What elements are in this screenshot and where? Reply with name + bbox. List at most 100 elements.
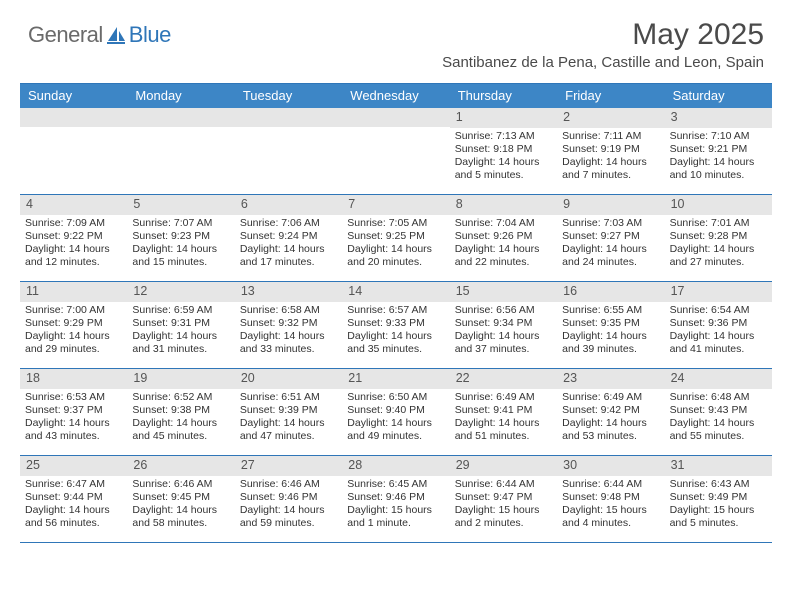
day-number: 25 [20,456,127,476]
day-number: 30 [557,456,664,476]
daylight-text: Daylight: 14 hours and 27 minutes. [670,243,767,269]
daylight-text: Daylight: 15 hours and 1 minute. [347,504,444,530]
day-cell: 29Sunrise: 6:44 AMSunset: 9:47 PMDayligh… [450,456,557,542]
logo-word-2: Blue [129,22,171,48]
week-row: 18Sunrise: 6:53 AMSunset: 9:37 PMDayligh… [20,369,772,456]
sunset-text: Sunset: 9:44 PM [25,491,122,504]
day-cell: 21Sunrise: 6:50 AMSunset: 9:40 PMDayligh… [342,369,449,455]
sunrise-text: Sunrise: 7:09 AM [25,217,122,230]
daylight-text: Daylight: 14 hours and 45 minutes. [132,417,229,443]
sunrise-text: Sunrise: 7:10 AM [670,130,767,143]
day-number [342,108,449,127]
daylight-text: Daylight: 14 hours and 59 minutes. [240,504,337,530]
daylight-text: Daylight: 14 hours and 29 minutes. [25,330,122,356]
daylight-text: Daylight: 14 hours and 5 minutes. [455,156,552,182]
sunset-text: Sunset: 9:22 PM [25,230,122,243]
calendar: Sunday Monday Tuesday Wednesday Thursday… [20,83,772,543]
day-number: 13 [235,282,342,302]
day-cell [127,108,234,194]
daylight-text: Daylight: 14 hours and 7 minutes. [562,156,659,182]
day-info: Sunrise: 6:54 AMSunset: 9:36 PMDaylight:… [665,302,772,361]
sunset-text: Sunset: 9:34 PM [455,317,552,330]
day-cell: 1Sunrise: 7:13 AMSunset: 9:18 PMDaylight… [450,108,557,194]
daylight-text: Daylight: 14 hours and 20 minutes. [347,243,444,269]
sunrise-text: Sunrise: 6:43 AM [670,478,767,491]
sunrise-text: Sunrise: 6:44 AM [562,478,659,491]
sunrise-text: Sunrise: 6:51 AM [240,391,337,404]
day-cell: 30Sunrise: 6:44 AMSunset: 9:48 PMDayligh… [557,456,664,542]
day-cell: 10Sunrise: 7:01 AMSunset: 9:28 PMDayligh… [665,195,772,281]
daylight-text: Daylight: 14 hours and 12 minutes. [25,243,122,269]
day-number: 26 [127,456,234,476]
sunset-text: Sunset: 9:45 PM [132,491,229,504]
sunset-text: Sunset: 9:36 PM [670,317,767,330]
day-number: 17 [665,282,772,302]
day-info: Sunrise: 7:06 AMSunset: 9:24 PMDaylight:… [235,215,342,274]
sunset-text: Sunset: 9:33 PM [347,317,444,330]
daylight-text: Daylight: 14 hours and 49 minutes. [347,417,444,443]
daylight-text: Daylight: 14 hours and 15 minutes. [132,243,229,269]
sunrise-text: Sunrise: 6:55 AM [562,304,659,317]
sunset-text: Sunset: 9:47 PM [455,491,552,504]
day-header: Tuesday [235,84,342,108]
sunrise-text: Sunrise: 6:52 AM [132,391,229,404]
day-cell: 14Sunrise: 6:57 AMSunset: 9:33 PMDayligh… [342,282,449,368]
day-cell: 13Sunrise: 6:58 AMSunset: 9:32 PMDayligh… [235,282,342,368]
day-header: Monday [127,84,234,108]
daylight-text: Daylight: 14 hours and 17 minutes. [240,243,337,269]
day-cell: 24Sunrise: 6:48 AMSunset: 9:43 PMDayligh… [665,369,772,455]
day-number: 1 [450,108,557,128]
day-info: Sunrise: 6:58 AMSunset: 9:32 PMDaylight:… [235,302,342,361]
day-info: Sunrise: 6:59 AMSunset: 9:31 PMDaylight:… [127,302,234,361]
day-cell: 6Sunrise: 7:06 AMSunset: 9:24 PMDaylight… [235,195,342,281]
day-info: Sunrise: 7:10 AMSunset: 9:21 PMDaylight:… [665,128,772,187]
day-number: 10 [665,195,772,215]
sunset-text: Sunset: 9:32 PM [240,317,337,330]
day-number: 7 [342,195,449,215]
day-number: 5 [127,195,234,215]
sunrise-text: Sunrise: 7:06 AM [240,217,337,230]
day-header: Saturday [665,84,772,108]
sunset-text: Sunset: 9:24 PM [240,230,337,243]
daylight-text: Daylight: 14 hours and 33 minutes. [240,330,337,356]
day-number: 20 [235,369,342,389]
sunset-text: Sunset: 9:26 PM [455,230,552,243]
day-cell: 27Sunrise: 6:46 AMSunset: 9:46 PMDayligh… [235,456,342,542]
day-number: 3 [665,108,772,128]
sunset-text: Sunset: 9:28 PM [670,230,767,243]
day-info: Sunrise: 7:13 AMSunset: 9:18 PMDaylight:… [450,128,557,187]
day-info: Sunrise: 7:05 AMSunset: 9:25 PMDaylight:… [342,215,449,274]
logo-sail-icon [105,25,127,45]
day-number [127,108,234,127]
daylight-text: Daylight: 14 hours and 41 minutes. [670,330,767,356]
logo-word-1: General [28,22,103,48]
day-cell: 5Sunrise: 7:07 AMSunset: 9:23 PMDaylight… [127,195,234,281]
daylight-text: Daylight: 15 hours and 5 minutes. [670,504,767,530]
sunset-text: Sunset: 9:46 PM [240,491,337,504]
sunrise-text: Sunrise: 6:46 AM [240,478,337,491]
day-number: 14 [342,282,449,302]
day-info: Sunrise: 7:00 AMSunset: 9:29 PMDaylight:… [20,302,127,361]
day-info: Sunrise: 6:49 AMSunset: 9:41 PMDaylight:… [450,389,557,448]
day-cell: 16Sunrise: 6:55 AMSunset: 9:35 PMDayligh… [557,282,664,368]
sunset-text: Sunset: 9:39 PM [240,404,337,417]
day-number: 23 [557,369,664,389]
week-row: 1Sunrise: 7:13 AMSunset: 9:18 PMDaylight… [20,108,772,195]
day-number: 18 [20,369,127,389]
sunrise-text: Sunrise: 7:00 AM [25,304,122,317]
day-info: Sunrise: 6:49 AMSunset: 9:42 PMDaylight:… [557,389,664,448]
day-info: Sunrise: 6:52 AMSunset: 9:38 PMDaylight:… [127,389,234,448]
day-cell: 18Sunrise: 6:53 AMSunset: 9:37 PMDayligh… [20,369,127,455]
day-info: Sunrise: 7:01 AMSunset: 9:28 PMDaylight:… [665,215,772,274]
sunrise-text: Sunrise: 7:05 AM [347,217,444,230]
day-cell: 15Sunrise: 6:56 AMSunset: 9:34 PMDayligh… [450,282,557,368]
week-row: 25Sunrise: 6:47 AMSunset: 9:44 PMDayligh… [20,456,772,543]
daylight-text: Daylight: 14 hours and 24 minutes. [562,243,659,269]
header: General Blue May 2025 Santibanez de la P… [0,0,792,75]
sunrise-text: Sunrise: 7:04 AM [455,217,552,230]
sunrise-text: Sunrise: 7:03 AM [562,217,659,230]
daylight-text: Daylight: 15 hours and 4 minutes. [562,504,659,530]
day-cell: 2Sunrise: 7:11 AMSunset: 9:19 PMDaylight… [557,108,664,194]
sunrise-text: Sunrise: 6:48 AM [670,391,767,404]
day-info: Sunrise: 6:45 AMSunset: 9:46 PMDaylight:… [342,476,449,535]
